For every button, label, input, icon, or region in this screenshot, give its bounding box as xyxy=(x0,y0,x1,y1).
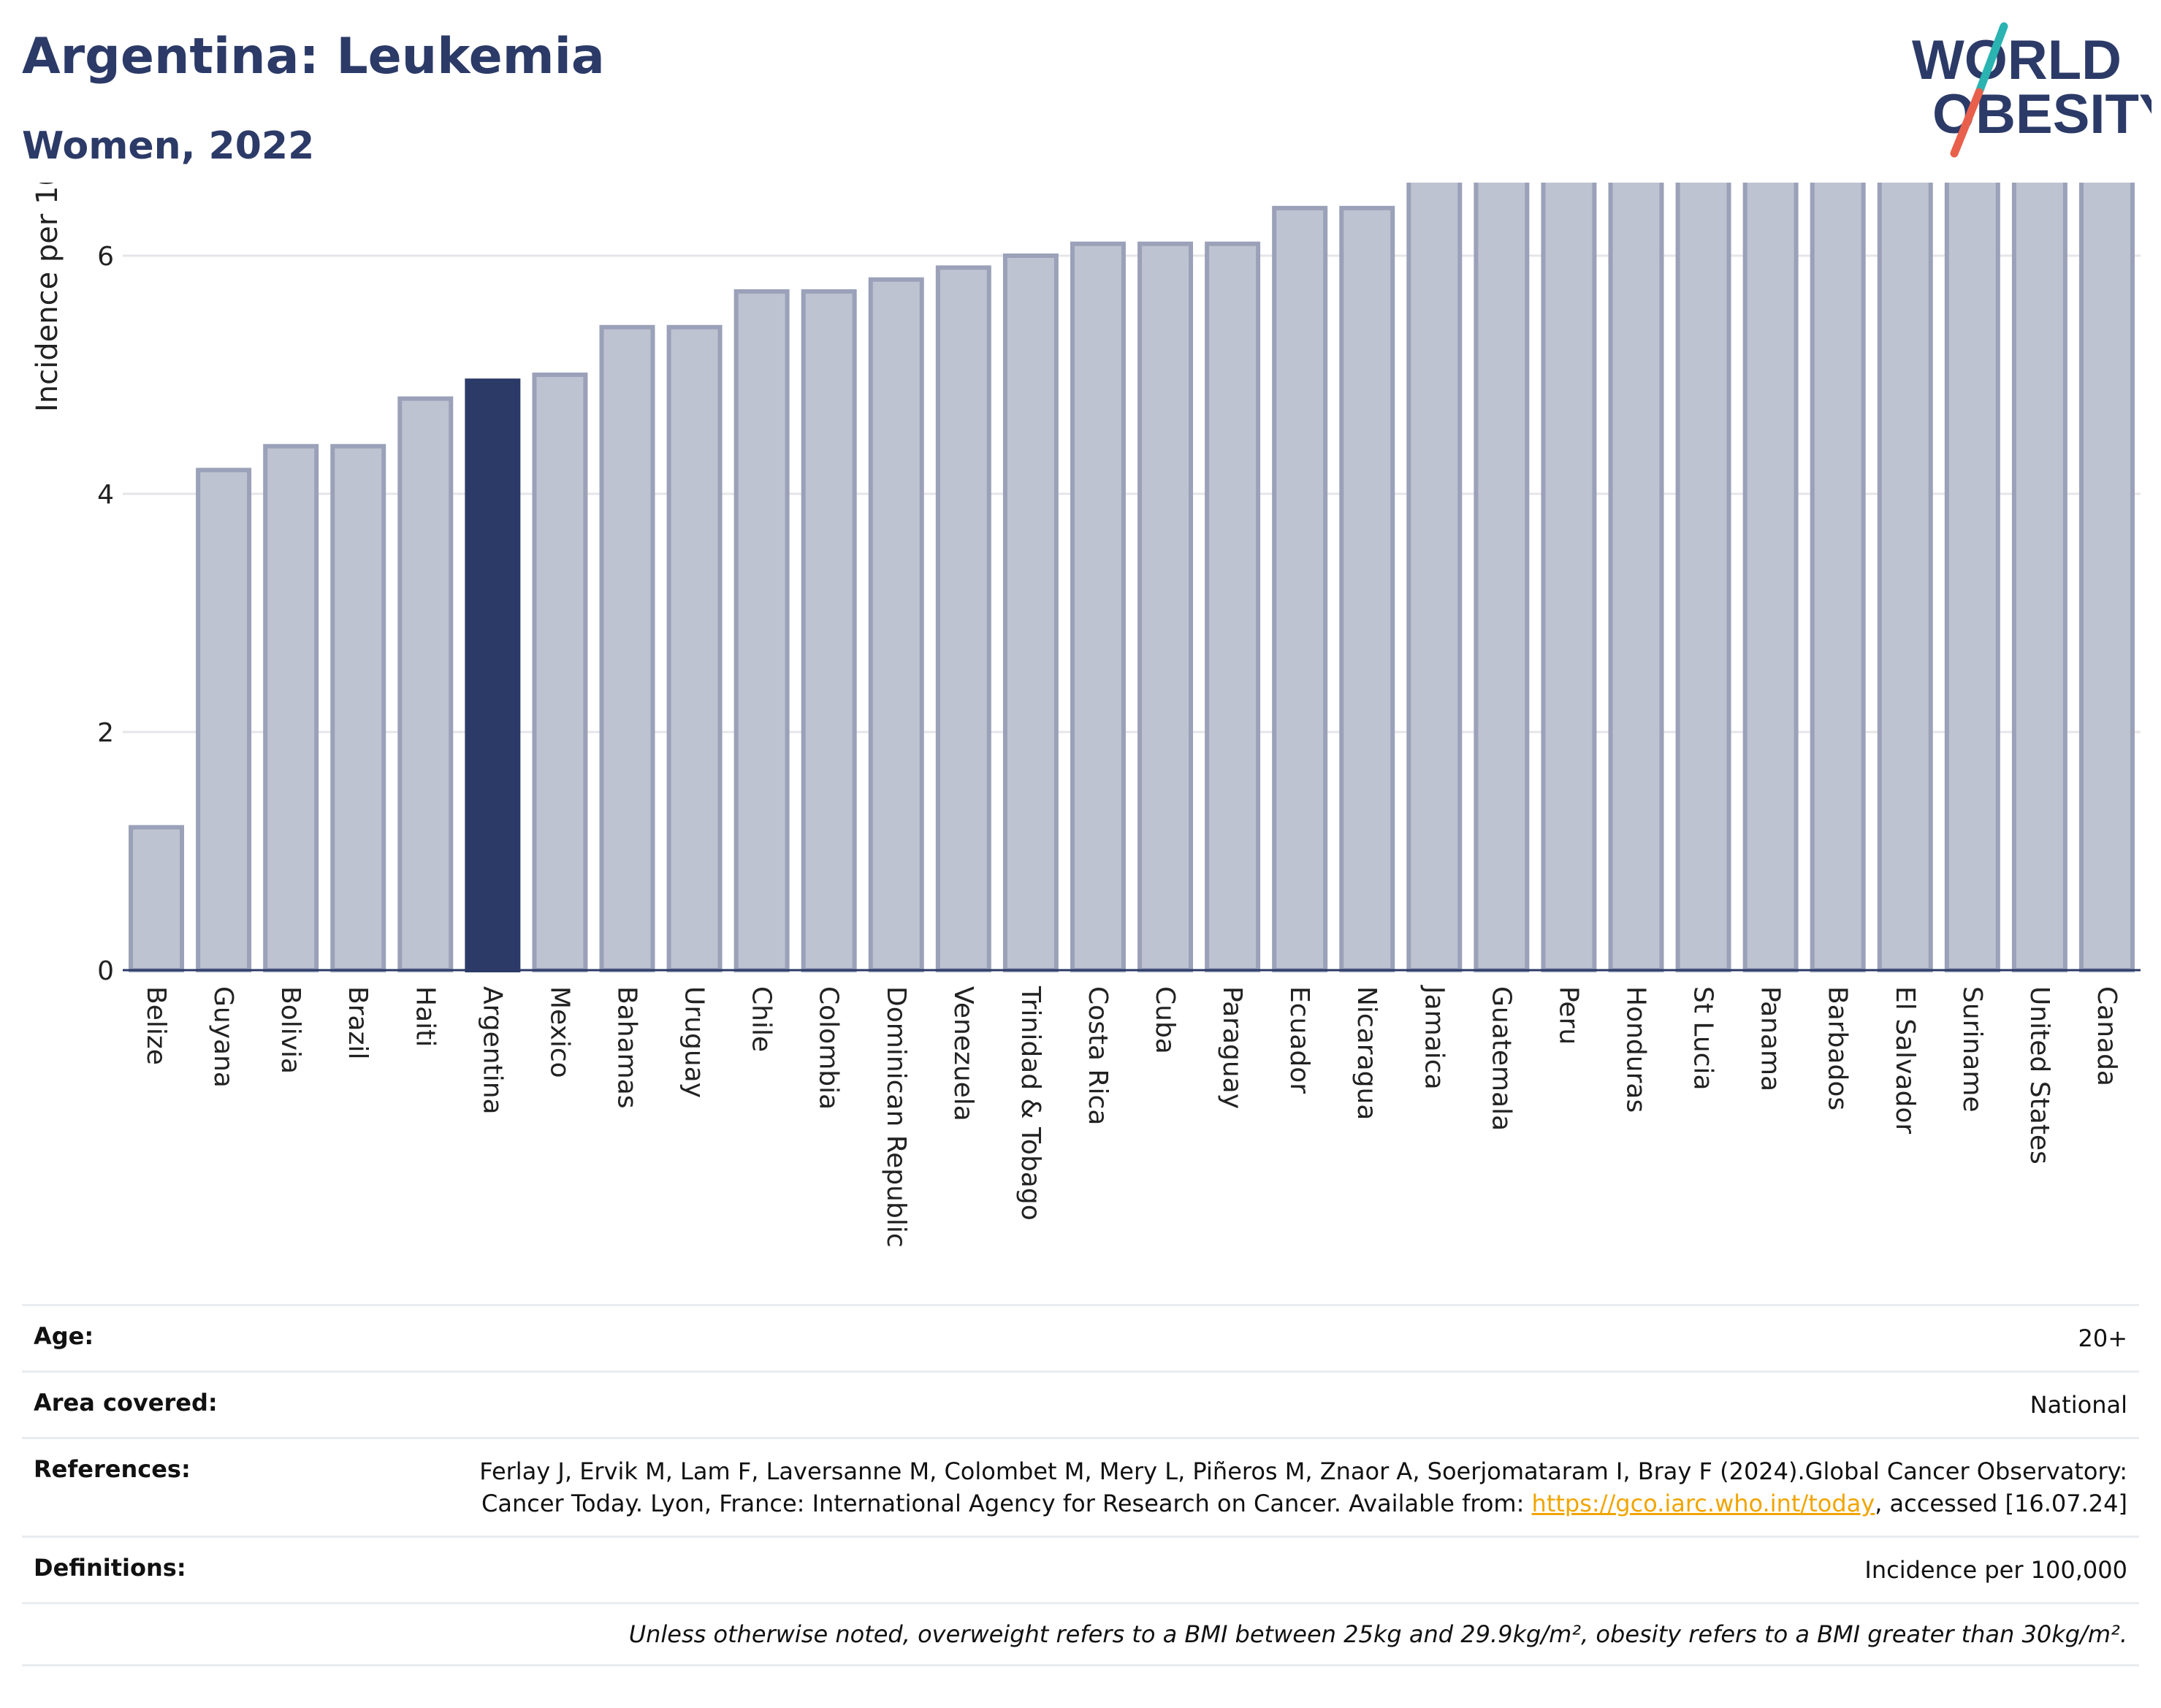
x-tick-label: El Salvador xyxy=(1890,986,1920,1134)
references-accessed: , accessed [16.07.24] xyxy=(1875,1490,2127,1517)
x-tick-label: Uruguay xyxy=(679,986,709,1098)
x-tick-label: St Lucia xyxy=(1688,986,1718,1091)
meta-row-age: Age: 20+ xyxy=(22,1304,2139,1373)
x-tick-label: Guyana xyxy=(208,986,238,1088)
bar-mexico xyxy=(532,373,588,972)
bar-venezuela xyxy=(935,265,991,973)
bar-colombia xyxy=(801,289,857,972)
bmi-note: Unless otherwise noted, overweight refer… xyxy=(22,1603,2139,1666)
bar-chile xyxy=(733,289,790,972)
chart-subtitle: Women, 2022 xyxy=(22,124,315,168)
meta-row-note: Unless otherwise noted, overweight refer… xyxy=(22,1603,2139,1666)
x-axis-ticks: Belize Guyana Bolivia Brazil Haiti Argentina M… xyxy=(141,985,2122,1248)
chart-title: Argentina: Leukemia xyxy=(22,28,605,85)
references-link[interactable]: https://gco.iarc.who.int/today xyxy=(1531,1490,1875,1517)
x-tick-label: Guatemala xyxy=(1486,986,1516,1131)
references-text: Ferlay J, Ervik M, Lam F, Laversanne M, … xyxy=(479,1457,2127,1517)
x-tick-label: Bolivia xyxy=(275,986,305,1074)
bar-costa-rica xyxy=(1070,241,1126,972)
metadata-table: Age: 20+ Area covered: National Referenc… xyxy=(22,1304,2139,1666)
bar-el-salvador xyxy=(1877,183,1933,973)
x-tick-label: Cuba xyxy=(1150,986,1180,1054)
meta-area-label: Area covered: xyxy=(22,1371,425,1439)
bar-st-lucia xyxy=(1675,183,1731,973)
x-tick-label: Belize xyxy=(141,986,171,1065)
bar-barbados xyxy=(1810,183,1866,972)
bar-united-states xyxy=(2011,183,2067,972)
bar-bahamas xyxy=(599,324,655,973)
bar-argentina xyxy=(465,378,521,972)
bar-jamaica xyxy=(1406,183,1463,972)
x-tick-label: Venezuela xyxy=(948,986,978,1121)
bar-guyana xyxy=(196,468,252,972)
bar-cuba xyxy=(1137,241,1194,972)
bar-guatemala xyxy=(1474,183,1530,973)
x-tick-label: Argentina xyxy=(477,986,507,1115)
logo-slash-coral xyxy=(1950,88,1983,158)
bar-trinidad-tobago xyxy=(1002,253,1059,972)
bar-brazil xyxy=(330,443,386,972)
y-axis-label: Incidence per 100,000 xyxy=(31,183,64,412)
y-axis-ticks: 024681012 xyxy=(97,242,114,986)
meta-definitions-value: Incidence per 100,000 xyxy=(425,1536,2139,1604)
x-tick-label: United States xyxy=(2024,986,2054,1164)
x-tick-label: Paraguay xyxy=(1217,986,1247,1109)
x-tick-label: Costa Rica xyxy=(1083,986,1113,1125)
meta-row-definitions: Definitions: Incidence per 100,000 xyxy=(22,1536,2139,1604)
bar-chart: 024681012 BelizeGuyanaBoliviaBrazilHaiti… xyxy=(31,183,2141,1248)
y-tick-label: 6 xyxy=(97,242,114,272)
bar-bolivia xyxy=(263,443,319,972)
x-tick-label: Barbados xyxy=(1823,986,1853,1110)
bar-paraguay xyxy=(1205,241,1261,972)
x-tick-label: Suriname xyxy=(1957,986,1987,1113)
y-tick-label: 2 xyxy=(97,718,114,748)
bar-suriname xyxy=(1944,183,2000,972)
meta-row-references: References: Ferlay J, Ervik M, Lam F, La… xyxy=(22,1438,2139,1538)
x-tick-label: Honduras xyxy=(1621,986,1651,1113)
bar-nicaragua xyxy=(1339,205,1395,972)
bar-haiti xyxy=(397,396,454,973)
meta-age-value: 20+ xyxy=(425,1304,2139,1373)
meta-definitions-label: Definitions: xyxy=(22,1536,425,1604)
bar-peru xyxy=(1541,183,1597,972)
x-tick-label: Canada xyxy=(2092,986,2122,1086)
x-tick-label: Peru xyxy=(1553,986,1583,1045)
bars xyxy=(129,183,2135,973)
x-tick-label: Nicaragua xyxy=(1352,986,1381,1120)
x-tick-label: Chile xyxy=(747,986,777,1052)
x-tick-label: Colombia xyxy=(814,986,844,1110)
gridlines xyxy=(123,254,2141,733)
meta-references-value: Ferlay J, Ervik M, Lam F, Laversanne M, … xyxy=(425,1438,2139,1538)
bar-honduras xyxy=(1608,183,1664,973)
bar-belize xyxy=(129,825,185,973)
x-tick-label: Brazil xyxy=(343,986,373,1059)
x-tick-label: Bahamas xyxy=(612,986,642,1109)
meta-area-value: National xyxy=(425,1371,2139,1439)
x-tick-label: Panama xyxy=(1756,986,1785,1091)
x-tick-label: Ecuador xyxy=(1284,986,1314,1094)
meta-references-label: References: xyxy=(22,1438,425,1538)
y-tick-label: 0 xyxy=(97,956,114,986)
y-tick-label: 4 xyxy=(97,480,114,510)
logo-slash-teal xyxy=(1975,22,2008,96)
bar-dominican-republic xyxy=(868,277,924,973)
x-tick-label: Mexico xyxy=(544,986,574,1078)
x-tick-label: Dominican Republic xyxy=(881,986,911,1248)
x-tick-label: Haiti xyxy=(410,986,440,1047)
x-tick-label: Jamaica xyxy=(1419,985,1449,1090)
meta-age-label: Age: xyxy=(22,1304,425,1373)
x-tick-label: Trinidad & Tobago xyxy=(1015,985,1045,1221)
world-obesity-logo: WORLD OBESITY xyxy=(1912,22,2152,158)
bar-uruguay xyxy=(666,324,723,973)
logo-word-world: WORLD xyxy=(1912,29,2122,91)
bar-canada xyxy=(2078,183,2135,972)
bar-ecuador xyxy=(1272,205,1328,972)
meta-row-area: Area covered: National xyxy=(22,1371,2139,1439)
bar-panama xyxy=(1742,183,1799,972)
